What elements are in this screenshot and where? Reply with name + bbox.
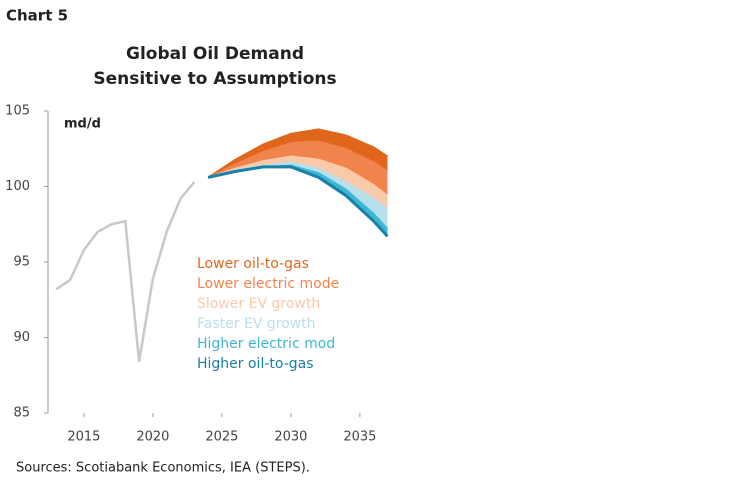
y-tick-label: 95 (13, 255, 30, 270)
chart-title: Global Oil Demand (126, 44, 304, 64)
legend-entry: Faster EV growth (197, 316, 316, 332)
band-fill (208, 156, 388, 210)
scenario-line (207, 140, 388, 179)
chart-label: Chart 5 (6, 7, 68, 25)
y-axis-label: md/d (64, 117, 101, 132)
y-tick-label: 90 (13, 330, 30, 345)
legend-entry: Lower electric mode (197, 276, 339, 292)
y-tick-label: 85 (13, 406, 30, 421)
x-tick-label: 2025 (205, 430, 238, 445)
legend-entry: Slower EV growth (197, 296, 320, 312)
x-tick-label: 2030 (274, 430, 307, 445)
y-tick-label: 100 (5, 179, 30, 194)
scenario-line (207, 165, 389, 238)
chart-subtitle: Sensitive to Assumptions (93, 69, 336, 89)
scenario-line (207, 128, 388, 179)
legend-entry: Higher electric mod (197, 336, 335, 352)
x-tick-label: 2015 (67, 430, 100, 445)
x-tick-label: 2020 (136, 430, 169, 445)
history-line (55, 181, 196, 362)
source: Sources: Scotiabank Economics, IEA (STEP… (16, 461, 310, 476)
legend-entry: Higher oil-to-gas (197, 356, 314, 372)
scenario-line (207, 155, 388, 197)
band-fill (208, 141, 388, 196)
band-fill (208, 129, 388, 178)
legend-entry: Lower oil-to-gas (197, 256, 309, 272)
x-tick-label: 2035 (343, 430, 376, 445)
y-tick-label: 105 (5, 104, 30, 119)
